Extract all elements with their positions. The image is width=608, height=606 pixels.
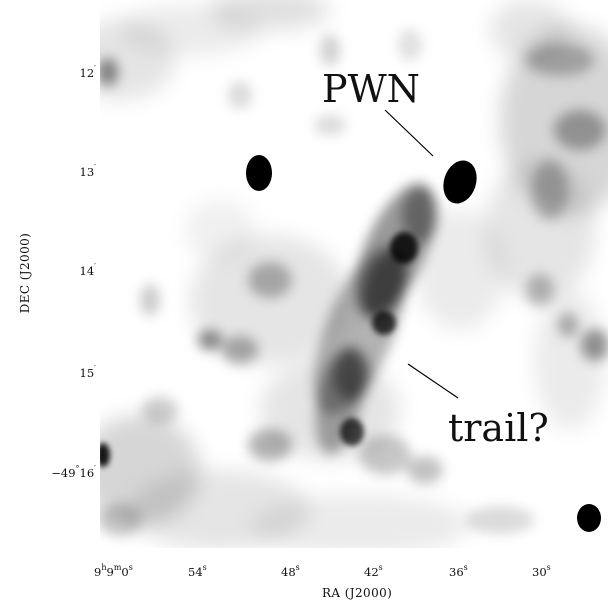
x-tick-label: 30s (532, 563, 551, 579)
x-tick-label: 54s (188, 563, 207, 579)
x-tick-label: 42s (364, 563, 383, 579)
y-tick-label: −49°16′ (51, 464, 96, 480)
trail-pointer-line (407, 363, 459, 399)
x-tick-label: 36s (449, 563, 468, 579)
y-tick-label: 15′ (79, 364, 96, 380)
x-tick-label: 9h9m0s (94, 563, 133, 579)
radio-image-panel (100, 0, 608, 548)
trail-annotation: trail? (448, 406, 549, 450)
pwn-pointer-line (384, 109, 434, 157)
pwn-annotation: PWN (322, 67, 420, 111)
y-tick-label: 13′ (79, 163, 96, 179)
y-tick-label: 12′ (79, 64, 96, 80)
x-tick-label: 48s (281, 563, 300, 579)
x-axis-title: RA (J2000) (322, 586, 393, 600)
y-tick-label: 14′ (79, 262, 96, 278)
radio-emission-map (100, 0, 608, 548)
